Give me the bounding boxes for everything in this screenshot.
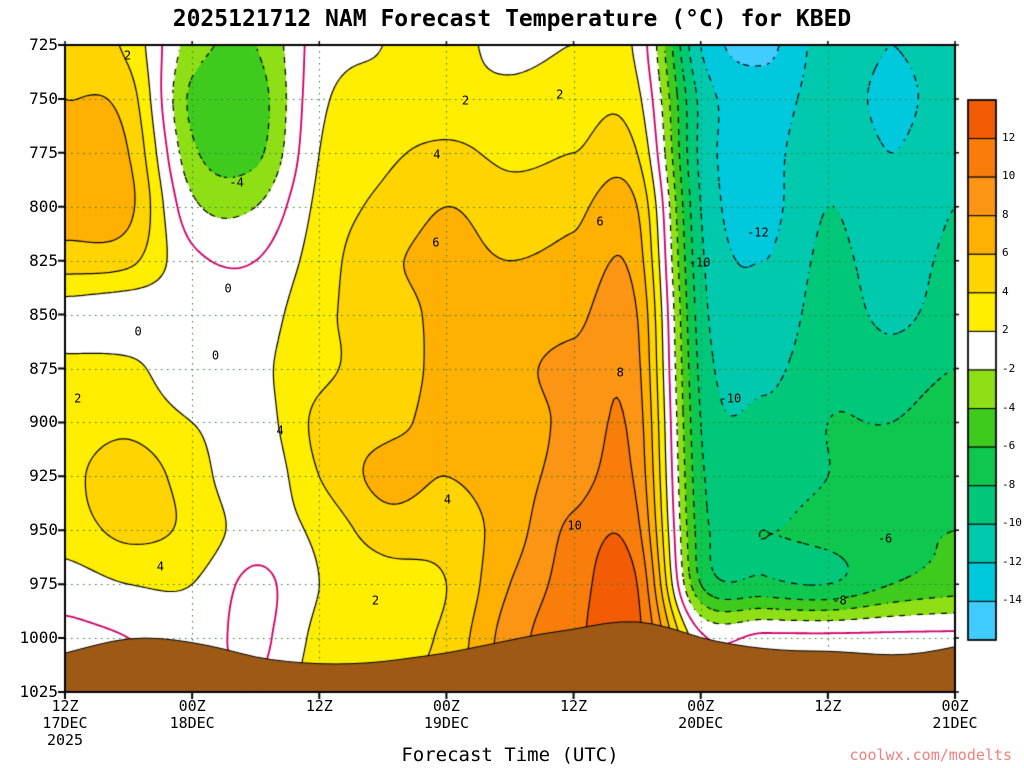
colorbar-tick-label: -2 bbox=[1002, 362, 1016, 375]
x-axis-date-label: 18DEC bbox=[169, 714, 215, 732]
x-axis-tick-label: 00Z bbox=[178, 697, 206, 715]
colorbar-tick-label: 6 bbox=[1002, 246, 1009, 260]
y-axis-tick-label: 950 bbox=[29, 520, 58, 540]
colorbar-tick-label: -12 bbox=[1002, 554, 1022, 568]
y-axis-tick-label: 875 bbox=[29, 358, 58, 378]
contour-value-label: 2 bbox=[461, 93, 470, 108]
x-axis-tick-label: 12Z bbox=[560, 697, 588, 715]
x-axis-date-label: 17DEC bbox=[42, 714, 88, 732]
colorbar-tick-label: -14 bbox=[1002, 593, 1022, 607]
contour-value-label: 2 bbox=[556, 87, 564, 101]
colorbar-tick-label: 10 bbox=[1002, 169, 1016, 183]
colorbar-tick-label: 2 bbox=[1002, 323, 1009, 337]
y-axis-tick-label: 850 bbox=[29, 304, 58, 324]
colorbar-tick-label: -10 bbox=[1002, 516, 1022, 530]
y-axis-tick-label: 775 bbox=[29, 142, 58, 162]
contour-value-label: 2 bbox=[74, 391, 82, 406]
x-axis-tick-label: 12Z bbox=[814, 697, 842, 715]
x-axis-title: Forecast Time (UTC) bbox=[401, 744, 619, 766]
contour-value-label: -10 bbox=[688, 255, 711, 270]
contour-value-label: -10 bbox=[719, 391, 742, 406]
contour-value-label: 8 bbox=[616, 365, 624, 380]
y-axis-tick-label: 900 bbox=[29, 412, 58, 432]
contour-value-label: -8 bbox=[832, 593, 847, 608]
y-axis-tick-label: 975 bbox=[29, 574, 58, 594]
x-axis-tick-label: 12Z bbox=[51, 697, 79, 715]
chart-title: 2025121712 NAM Forecast Temperature (°C)… bbox=[172, 6, 852, 32]
y-axis-tick-label: 750 bbox=[29, 88, 58, 108]
x-axis-date-label: 2025 bbox=[46, 731, 84, 749]
contour-value-label: -6 bbox=[877, 531, 893, 546]
colorbar-tick-label: 12 bbox=[1002, 130, 1016, 144]
contour-value-label: -12 bbox=[747, 225, 769, 240]
contour-value-label: 2 bbox=[123, 48, 132, 63]
contour-value-label: -4 bbox=[229, 175, 244, 190]
watermark-text: coolwx.com/modelts bbox=[849, 746, 1012, 764]
colorbar-tick-label: 8 bbox=[1002, 207, 1009, 221]
y-axis-tick-label: 1025 bbox=[19, 682, 58, 701]
x-axis-tick-label: 00Z bbox=[432, 697, 460, 715]
x-axis-date-label: 19DEC bbox=[423, 714, 469, 732]
colorbar-tick-label: 4 bbox=[1002, 284, 1009, 298]
y-axis-tick-label: 825 bbox=[29, 250, 58, 270]
contour-value-label: 4 bbox=[276, 423, 284, 438]
y-axis-tick-label: 925 bbox=[29, 466, 58, 486]
x-axis-date-label: 21DEC bbox=[932, 714, 978, 732]
y-axis-tick-label: 725 bbox=[29, 35, 58, 54]
colorbar-tick-label: -8 bbox=[1002, 477, 1016, 491]
contour-value-label: 10 bbox=[567, 518, 582, 533]
x-axis-tick-label: 00Z bbox=[941, 697, 969, 715]
contour-value-label: 4 bbox=[433, 147, 441, 162]
contour-value-label: 6 bbox=[432, 235, 440, 250]
y-axis-tick-label: 800 bbox=[29, 196, 58, 216]
y-axis-tick-label: 1000 bbox=[19, 628, 58, 648]
colorbar-tick-label: -6 bbox=[1002, 439, 1016, 453]
contour-value-label: 0 bbox=[224, 281, 232, 296]
contour-value-label: 2 bbox=[371, 593, 380, 608]
x-axis-tick-label: 00Z bbox=[687, 697, 715, 715]
contour-value-label: 4 bbox=[156, 559, 164, 574]
contour-value-label: 6 bbox=[596, 214, 604, 229]
contour-value-label: 0 bbox=[211, 347, 220, 362]
contour-value-label: 0 bbox=[134, 324, 142, 339]
colorbar-tick-label: -4 bbox=[1002, 400, 1016, 414]
contour-value-label: 4 bbox=[443, 492, 452, 507]
x-axis-tick-label: 12Z bbox=[305, 697, 333, 715]
x-axis-date-label: 20DEC bbox=[678, 714, 724, 732]
